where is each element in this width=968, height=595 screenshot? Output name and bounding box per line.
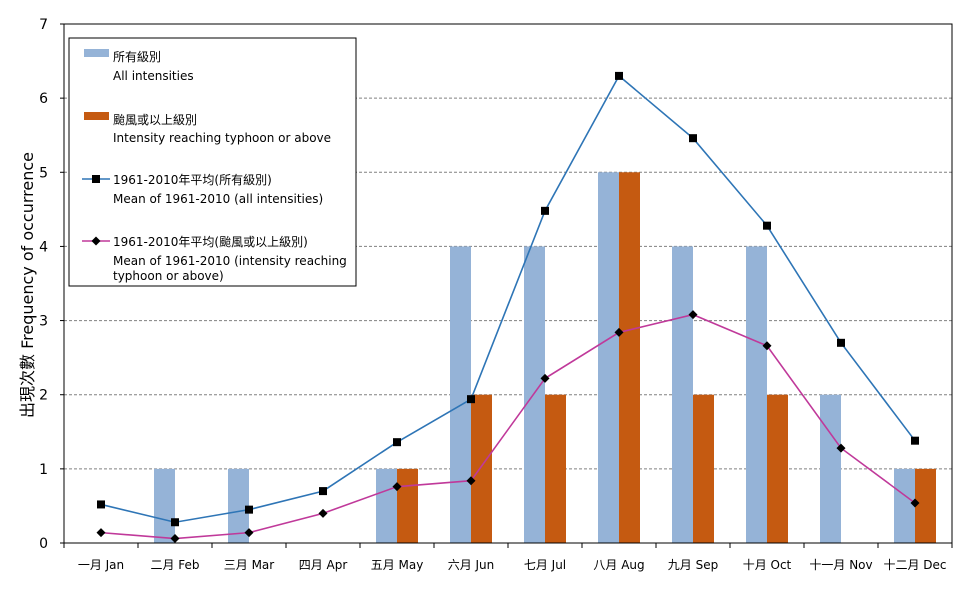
legend-label-mean-typhoon-en-2: typhoon or above) (113, 269, 224, 283)
marker-all-9 (763, 221, 771, 230)
legend-label-mean-all-en: Mean of 1961-2010 (all intensities) (113, 192, 323, 206)
x-tick-label-0: 一月 Jan (78, 558, 124, 572)
x-tick-label-7: 八月 Aug (593, 558, 644, 572)
legend-box (68, 37, 357, 287)
y-tick-label-6: 6 (39, 91, 48, 107)
legend-label-mean-all-zh: 1961-2010年平均(所有級別) (113, 173, 272, 187)
legend-label-mean-typhoon-en: Mean of 1961-2010 (intensity reaching (113, 254, 347, 268)
marker-typhoon-9 (762, 341, 772, 351)
y-tick-label-5: 5 (39, 165, 48, 181)
bar-all-6 (524, 246, 545, 543)
marker-typhoon-7 (614, 327, 624, 337)
marker-all-0 (97, 500, 105, 509)
mean-line-all (100, 74, 916, 524)
marker-all-5 (467, 395, 475, 404)
marker-all-3 (319, 487, 327, 496)
legend-label-typhoon-zh: 颱風或以上級別 (113, 112, 197, 127)
bar-all-11 (894, 468, 915, 543)
tick-labels: 0 1 2 3 4 5 6 7 一月 Jan 二月 Feb 三月 Mar 四月 Apr 五月 May 六月… (39, 17, 946, 572)
legend-label-typhoon-en: Intensity reaching typhoon or above (113, 131, 331, 145)
x-tick-label-4: 五月 May (371, 558, 424, 572)
bar-typhoon-8 (693, 394, 714, 543)
marker-typhoon-11 (910, 498, 920, 508)
marker-all-10 (837, 338, 845, 347)
bar-typhoon-5 (471, 394, 492, 543)
bar-typhoon-4 (397, 468, 418, 543)
marker-typhoon-2 (244, 528, 254, 538)
marker-all-4 (393, 438, 401, 447)
marker-typhoon-1 (170, 534, 180, 544)
bar-all-2 (228, 468, 249, 543)
bar-all-9 (746, 246, 767, 543)
x-tick-label-6: 七月 Jul (524, 558, 566, 572)
y-axis-title: 出現次數 Frequency of occurrence (18, 152, 37, 418)
legend-marker-mean-typhoon (91, 236, 101, 246)
marker-all-11 (911, 436, 919, 445)
axes (60, 23, 953, 548)
marker-typhoon-8 (688, 310, 698, 320)
bar-typhoon-7 (619, 172, 640, 544)
bar-typhoon-6 (545, 394, 566, 543)
x-tick-label-11: 十二月 Dec (883, 558, 946, 572)
legend-label-mean-typhoon-zh: 1961-2010年平均(颱風或以上級別) (113, 234, 308, 249)
mean-lines (96, 71, 920, 544)
marker-all-8 (689, 134, 697, 143)
x-tick-label-5: 六月 Jun (448, 558, 495, 572)
legend-label-all-zh: 所有級別 (113, 50, 161, 64)
bar-all-4 (376, 468, 397, 543)
bar-all-10 (820, 394, 841, 543)
bar-all-8 (672, 246, 693, 543)
x-tick-label-9: 十月 Oct (743, 558, 792, 572)
legend-swatch-all (84, 49, 109, 57)
marker-typhoon-0 (96, 528, 106, 538)
marker-all-2 (245, 505, 253, 514)
marker-all-1 (171, 518, 179, 527)
marker-typhoon-6 (540, 373, 550, 383)
marker-typhoon-4 (392, 482, 402, 492)
legend-marker-mean-all (92, 175, 100, 183)
legend-swatch-typhoon (84, 112, 109, 120)
y-tick-label-1: 1 (39, 462, 48, 478)
y-tick-label-2: 2 (39, 388, 48, 404)
bar-all-7 (598, 172, 619, 544)
legend: 所有級別 All intensities 颱風或以上級別 Intensity reac… (68, 37, 357, 287)
bar-all-1 (154, 468, 175, 543)
x-tick-label-8: 九月 Sep (668, 558, 718, 572)
y-tick-label-0: 0 (39, 536, 48, 552)
x-tick-label-2: 三月 Mar (224, 558, 275, 572)
marker-typhoon-3 (318, 508, 328, 518)
y-tick-label-3: 3 (39, 314, 48, 330)
x-tick-label-1: 二月 Feb (150, 558, 199, 572)
marker-typhoon-10 (836, 443, 846, 453)
bars (154, 172, 936, 544)
mean-line-typhoon (100, 313, 916, 540)
marker-all-7 (615, 71, 623, 80)
x-tick-label-3: 四月 Apr (299, 558, 348, 572)
marker-all-6 (541, 206, 549, 215)
bar-all-5 (450, 246, 471, 543)
legend-label-all-en: All intensities (113, 69, 194, 83)
bar-typhoon-9 (767, 394, 788, 543)
y-tick-label-7: 7 (39, 17, 48, 33)
marker-typhoon-5 (466, 476, 476, 486)
y-tick-label-4: 4 (39, 239, 48, 255)
x-tick-label-10: 十一月 Nov (809, 558, 872, 572)
bar-typhoon-11 (915, 468, 936, 543)
